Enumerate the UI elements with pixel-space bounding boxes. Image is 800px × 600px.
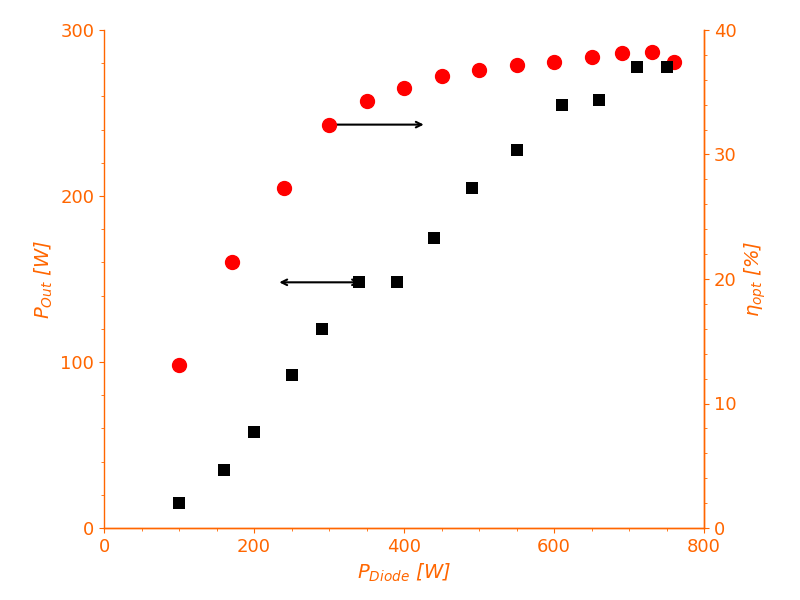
Y-axis label: P$_{Out}$ [W]: P$_{Out}$ [W] bbox=[33, 239, 54, 319]
X-axis label: P$_{Diode}$ [W]: P$_{Diode}$ [W] bbox=[357, 561, 451, 584]
Y-axis label: $\eta_{opt}$ [%]: $\eta_{opt}$ [%] bbox=[742, 241, 767, 317]
